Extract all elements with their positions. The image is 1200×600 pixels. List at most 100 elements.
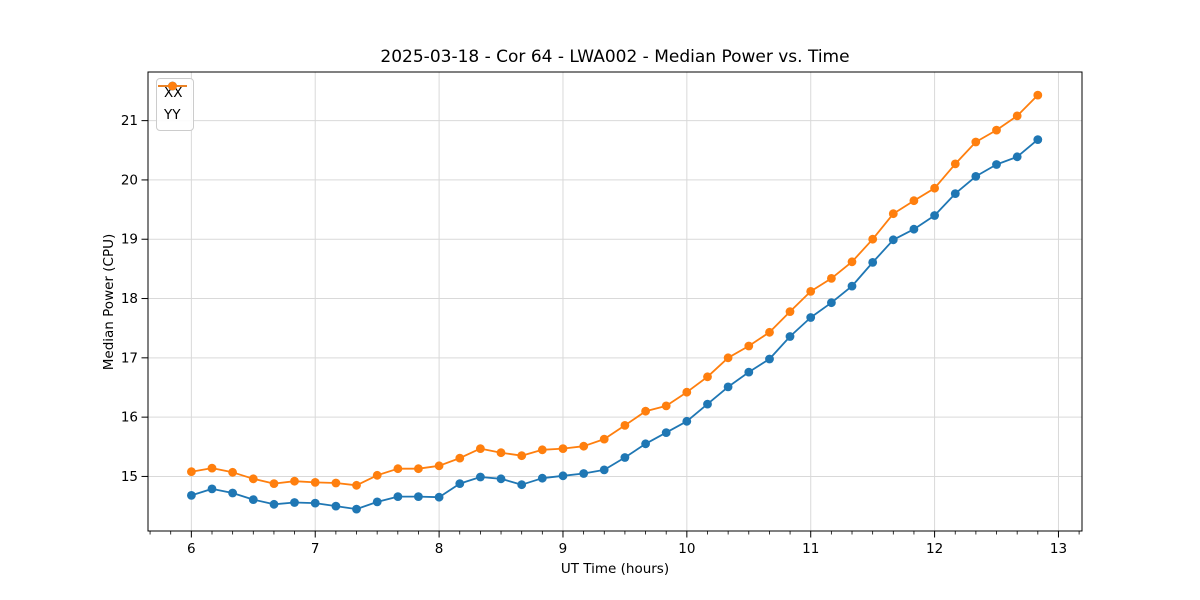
data-point-yy: [620, 421, 630, 430]
data-point-yy: [372, 470, 382, 480]
data-point-xx: [372, 497, 382, 507]
data-point-yy: [1012, 111, 1022, 121]
data-point-xx: [290, 498, 299, 507]
legend-item-yy: YY: [158, 81, 187, 126]
data-point-xx: [868, 258, 878, 267]
data-point-xx: [827, 298, 836, 308]
data-point-yy: [352, 480, 361, 490]
series-line-xx: [191, 138, 1039, 511]
data-point-yy: [930, 183, 939, 193]
x-tick-label: 12: [926, 541, 943, 557]
data-point-xx: [765, 354, 774, 364]
data-point-yy: [310, 478, 320, 487]
x-tick-label: 9: [559, 541, 568, 557]
plot-border: [147, 71, 1083, 532]
data-point-xx: [785, 332, 795, 341]
data-point-yy: [744, 341, 754, 351]
data-point-xx: [992, 160, 1001, 169]
data-point-yy: [599, 434, 609, 444]
x-tick-label: 7: [311, 541, 320, 557]
data-point-yy: [558, 444, 568, 453]
data-point-xx: [950, 189, 960, 199]
data-point-xx: [806, 313, 816, 322]
data-point-xx: [599, 465, 609, 475]
data-point-yy: [765, 327, 774, 337]
data-point-xx: [888, 235, 898, 245]
data-point-xx: [703, 399, 712, 409]
y-axis-label: Median Power (CPU): [101, 233, 117, 371]
chart-title: 2025-03-18 - Cor 64 - LWA002 - Median Po…: [380, 47, 850, 67]
data-point-yy: [827, 274, 836, 283]
data-point-yy: [785, 307, 795, 316]
data-point-xx: [455, 479, 465, 488]
data-point-yy: [971, 137, 981, 147]
data-point-yy: [331, 478, 341, 488]
data-point-yy: [187, 467, 196, 477]
data-point-xx: [352, 504, 361, 514]
data-point-xx: [496, 474, 506, 484]
data-point-yy: [393, 464, 403, 474]
legend-line-marker-icon: [158, 81, 187, 91]
data-point-yy: [1033, 90, 1043, 100]
data-point-xx: [1012, 152, 1022, 162]
data-point-yy: [434, 461, 444, 471]
data-point-yy: [847, 257, 857, 267]
data-point-xx: [558, 471, 568, 481]
data-point-yy: [682, 387, 692, 397]
x-tick-label: 11: [802, 541, 819, 557]
x-tick-label: 13: [1050, 541, 1067, 557]
data-point-yy: [517, 451, 527, 461]
data-point-xx: [744, 367, 754, 377]
data-point-xx: [682, 416, 692, 426]
y-tick-label: 15: [121, 469, 138, 485]
data-point-xx: [207, 484, 217, 494]
data-point-xx: [909, 224, 919, 234]
data-point-xx: [661, 428, 671, 437]
y-tick-label: 19: [121, 232, 138, 248]
x-axis-label: UT Time (hours): [560, 561, 670, 577]
data-point-xx: [331, 501, 341, 511]
data-point-xx: [537, 473, 547, 483]
y-tick-label: 16: [121, 410, 138, 426]
x-tick-label: 10: [678, 541, 695, 557]
data-point-yy: [269, 479, 279, 488]
data-point-yy: [290, 476, 299, 486]
data-point-xx: [187, 491, 196, 500]
x-tick-label: 6: [187, 541, 196, 557]
data-point-yy: [641, 406, 650, 416]
data-point-xx: [476, 472, 485, 482]
data-point-yy: [703, 372, 712, 382]
data-point-yy: [455, 453, 465, 463]
data-point-xx: [930, 211, 939, 220]
data-point-yy: [661, 401, 671, 411]
y-tick-label: 21: [121, 113, 138, 129]
data-point-xx: [393, 492, 403, 501]
data-point-yy: [248, 474, 258, 484]
data-point-yy: [579, 441, 589, 451]
data-point-yy: [888, 209, 898, 219]
data-point-yy: [723, 353, 733, 363]
data-point-yy: [537, 445, 547, 455]
y-tick-label: 17: [121, 350, 138, 366]
data-point-yy: [207, 463, 217, 473]
data-point-yy: [228, 467, 238, 477]
data-point-xx: [517, 480, 527, 490]
data-point-yy: [868, 234, 878, 244]
data-point-yy: [496, 448, 506, 458]
legend-label: XX: [164, 84, 183, 101]
data-point-xx: [228, 488, 238, 498]
data-point-yy: [476, 444, 485, 453]
data-point-yy: [806, 287, 816, 296]
data-point-xx: [414, 492, 423, 501]
legend: XX YY: [156, 78, 194, 131]
data-point-yy: [992, 125, 1001, 135]
data-point-xx: [847, 281, 857, 291]
data-point-xx: [641, 439, 650, 449]
y-tick-label: 18: [121, 291, 138, 307]
x-tick-label: 8: [435, 541, 444, 557]
data-point-yy: [950, 159, 960, 169]
data-point-xx: [723, 382, 733, 392]
series-line-yy: [191, 94, 1039, 487]
